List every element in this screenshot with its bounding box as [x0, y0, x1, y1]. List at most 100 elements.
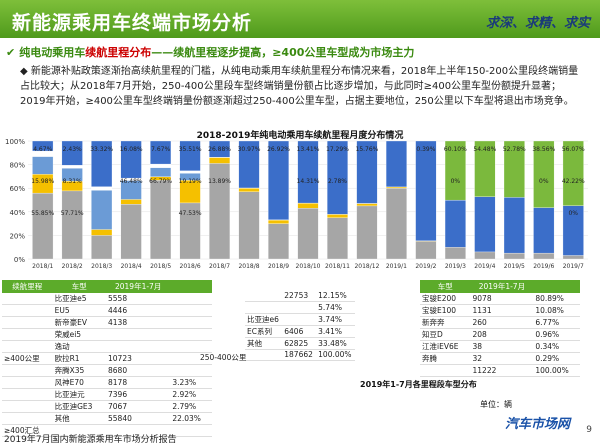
table-row: ≥400公里 欧拉R1 10723 [2, 352, 212, 365]
bar-segment [562, 140, 584, 206]
x-tick-label: 2019/7 [563, 263, 584, 270]
x-tick-label: 2018/12 [354, 263, 379, 270]
table-row: 11222 100.00% [420, 364, 580, 377]
table-cell: 其他 [52, 412, 107, 425]
table-cell: 12.15% [316, 290, 355, 303]
y-tick-label: 100% [5, 138, 25, 146]
data-label: 46.48% [120, 178, 143, 185]
table-cell: 22.03% [170, 412, 212, 425]
bar-segment [415, 140, 437, 241]
table-cell: 10723 [106, 352, 171, 365]
bar-segment [61, 140, 83, 166]
bar-segment [179, 170, 201, 174]
subhead-part1: 纯电动乘用车 [19, 46, 86, 59]
data-label: 14.31% [297, 178, 320, 185]
bar-segment [268, 223, 289, 260]
table-cell: 7067 [106, 400, 171, 413]
y-tick-label: 0% [14, 256, 25, 264]
table-cell: 33.48% [316, 337, 355, 350]
bar-segment [356, 205, 378, 260]
table-row: 风神E70 8178 3.23% [2, 376, 212, 389]
bar-segment [415, 241, 437, 260]
data-label: 16.08% [120, 146, 143, 153]
x-tick-label: 2019/5 [504, 263, 525, 270]
bar-segment [444, 199, 466, 248]
table-header-cell: 续航里程 [2, 280, 53, 293]
table-cell: 宝骏E100 [420, 304, 471, 318]
x-tick-label: 2018/11 [325, 263, 350, 270]
bar-segment [150, 163, 172, 168]
table-cell [2, 328, 53, 341]
table-cell [2, 340, 53, 353]
table-cell: 187662 [282, 349, 317, 362]
table-cell: 6.77% [533, 316, 580, 330]
table-cell: 9078 [470, 293, 534, 306]
bar-segment [474, 196, 496, 253]
table-cell: 8680 [106, 364, 171, 377]
table-cell: 风神E70 [52, 376, 107, 389]
chart-title: 2018-2019年纯电动乘用车续航里程月度分布情况 [196, 131, 404, 141]
x-tick-label: 2018/7 [209, 263, 230, 270]
table-cell: 奔腾X35 [52, 364, 107, 377]
bar-segment [209, 140, 231, 158]
data-label: 56.07% [562, 146, 585, 153]
table-cell: 比亚迪e5 [52, 293, 107, 306]
table-cell: EU5 [52, 304, 107, 317]
subhead-part3: ——续航里程逐步提高，≥400公里车型成为市场主力 [151, 46, 415, 59]
x-tick-label: 2018/9 [268, 263, 289, 270]
side-label-250-400: 250-400公里 [200, 353, 247, 362]
table-cell [170, 304, 212, 317]
bar-segment [32, 140, 54, 152]
bar-segment [327, 217, 348, 260]
bar-segment [474, 251, 496, 260]
table-cell: 80.89% [533, 293, 580, 306]
diamond-bullet-icon: ◆ [20, 66, 31, 77]
table-cell: 1131 [470, 304, 534, 318]
table-cell: ≥400公里 [2, 352, 53, 365]
subhead-part2: 续航里程分布 [85, 46, 152, 59]
data-label: 0% [539, 178, 549, 185]
x-tick-label: 2019/4 [474, 263, 495, 270]
bar-segment [474, 140, 496, 197]
table-cell: 知豆D [420, 328, 471, 342]
table-header-cell [533, 280, 580, 293]
bar-segment [91, 229, 113, 236]
data-label: 26.88% [208, 146, 231, 153]
table-row: 逸动 [2, 340, 212, 353]
table-cell: 宝骏E200 [420, 293, 471, 306]
table-cell [2, 293, 53, 306]
data-label: 66.79% [149, 178, 172, 185]
table-cell: 逸动 [52, 340, 107, 353]
table-cell: 5558 [106, 293, 171, 306]
header-bar: 新能源乘用车终端市场分析 求深、求精、求实 [0, 0, 600, 38]
table-header-cell: 车型 [52, 280, 107, 293]
data-label: 19.19% [179, 178, 202, 185]
table-cell: 4446 [106, 304, 171, 317]
table-cell: 3.41% [316, 325, 355, 338]
data-label: 47.53% [179, 210, 202, 217]
table-cell: 江淮iEV6E [420, 340, 471, 354]
table-cell: 4138 [106, 316, 171, 329]
x-tick-label: 2019/2 [415, 263, 436, 270]
table-cell [170, 340, 212, 353]
table-right-header: 车型 2019年1-7月 [420, 280, 580, 293]
table-cell [2, 376, 53, 389]
table-row: EC系列 6406 3.41% [245, 325, 355, 338]
table-row: 荣威ei5 [2, 328, 212, 341]
table-row: 比亚迪元 7396 2.92% [2, 388, 212, 401]
bar-segment [503, 140, 525, 198]
data-label: 52.78% [503, 146, 526, 153]
slogan: 求深、求精、求实 [485, 16, 590, 31]
table-cell: 其他 [245, 337, 283, 350]
table-right: 车型 2019年1-7月 宝骏E200 9078 80.89% 宝骏E100 1131 1… [420, 280, 580, 377]
table-row: 知豆D 208 0.96% [420, 328, 580, 342]
bar-segment [297, 140, 319, 204]
data-label: 0.39% [416, 146, 435, 153]
data-label: 30.97% [238, 146, 261, 153]
data-label: 38.56% [532, 146, 555, 153]
table-cell: 10.08% [533, 304, 580, 318]
section-subheading: ✔ 纯电动乘用车续航里程分布——续航里程逐步提高，≥400公里车型成为市场主力 [6, 44, 414, 60]
bar-segment [268, 140, 289, 220]
table-row: 江淮iEV6E 38 0.34% [420, 340, 580, 354]
table-cell [170, 424, 212, 437]
